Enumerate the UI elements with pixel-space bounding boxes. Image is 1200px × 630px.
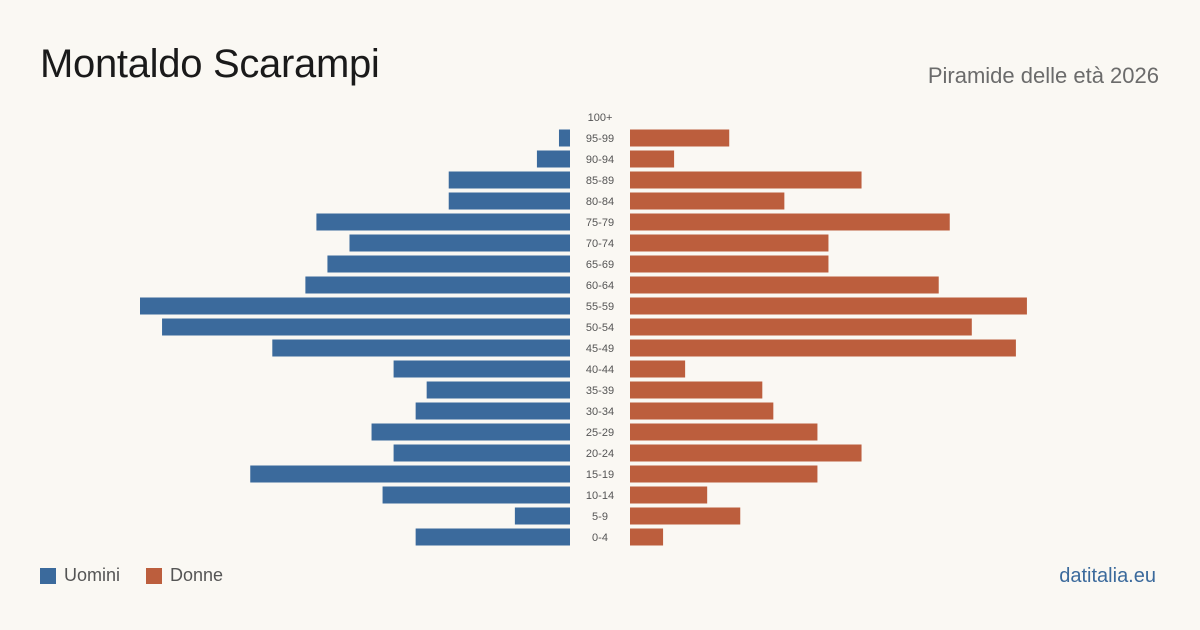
bar-women	[630, 465, 818, 483]
age-label: 30-34	[586, 406, 614, 418]
chart-subtitle: Piramide delle età 2026	[927, 63, 1159, 88]
bar-women	[630, 297, 1027, 315]
bar-men	[382, 486, 570, 504]
legend-swatch-women	[146, 567, 163, 584]
bar-men	[316, 213, 570, 231]
bar-women	[630, 171, 862, 189]
bar-women	[630, 444, 862, 462]
bar-women	[630, 507, 741, 525]
bar-men	[393, 360, 570, 378]
bar-men	[393, 444, 570, 462]
bar-women	[630, 402, 774, 420]
legend: Uomini Donne	[40, 565, 249, 586]
bar-men	[426, 381, 570, 399]
bar-men	[140, 297, 570, 315]
age-label: 90-94	[586, 154, 614, 166]
bar-women	[630, 339, 1016, 357]
bar-women	[630, 381, 763, 399]
bar-women	[630, 360, 686, 378]
age-label: 75-79	[586, 217, 614, 229]
brand-link[interactable]: datitalia.eu	[1059, 565, 1156, 587]
chart-title: Montaldo Scarampi	[40, 42, 380, 86]
bar-women	[630, 192, 785, 210]
legend-item-women: Donne	[146, 565, 223, 586]
age-label: 85-89	[586, 175, 614, 187]
age-label: 0-4	[592, 532, 608, 544]
bar-women	[630, 276, 939, 294]
bar-men	[558, 129, 570, 147]
bar-men	[514, 507, 570, 525]
bar-men	[448, 171, 570, 189]
age-label: 55-59	[586, 301, 614, 313]
bar-men	[349, 234, 570, 252]
age-label: 95-99	[586, 133, 614, 145]
age-label: 15-19	[586, 469, 614, 481]
age-label: 40-44	[586, 364, 614, 376]
bar-women	[630, 213, 950, 231]
bar-men	[162, 318, 571, 336]
legend-swatch-men	[40, 567, 56, 584]
bar-women	[630, 423, 818, 441]
bar-men	[536, 150, 570, 168]
age-label: 65-69	[586, 259, 614, 271]
age-label: 35-39	[586, 385, 614, 397]
bar-women	[630, 318, 972, 336]
bar-women	[630, 486, 708, 504]
bar-women	[630, 129, 730, 147]
age-label: 100+	[588, 112, 613, 124]
bar-women	[630, 234, 829, 252]
bar-men	[415, 402, 570, 420]
age-label: 10-14	[586, 490, 614, 502]
legend-label-women: Donne	[170, 565, 224, 585]
legend-item-men: Uomini	[40, 565, 120, 586]
age-label: 20-24	[586, 448, 614, 460]
legend-label-men: Uomini	[64, 565, 121, 585]
bar-men	[371, 423, 570, 441]
bar-men	[305, 276, 570, 294]
age-label: 45-49	[586, 343, 614, 355]
age-label: 25-29	[586, 427, 614, 439]
bar-women	[630, 150, 675, 168]
bar-men	[272, 339, 570, 357]
age-label: 50-54	[586, 322, 614, 334]
bar-women	[630, 528, 664, 546]
age-label: 5-9	[592, 511, 608, 523]
age-label: 80-84	[586, 196, 614, 208]
bar-men	[250, 465, 570, 483]
age-label: 70-74	[586, 238, 614, 250]
bar-women	[630, 255, 829, 273]
bar-men	[448, 192, 570, 210]
bar-men	[327, 255, 570, 273]
bar-men	[415, 528, 570, 546]
age-label: 60-64	[586, 280, 614, 292]
